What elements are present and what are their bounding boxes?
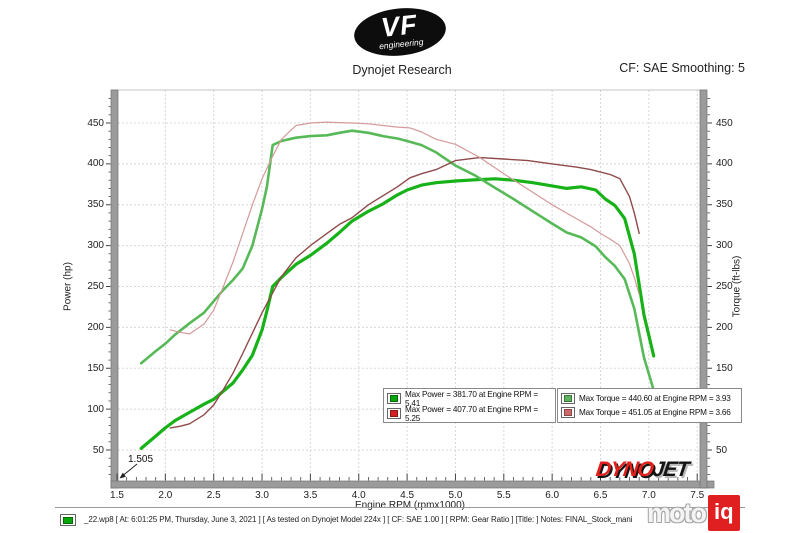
y-right-tick-label: 350 — [716, 199, 733, 211]
smoothing-setting: CF: SAE Smoothing: 5 — [619, 61, 745, 75]
y-right-tick-label: 300 — [716, 240, 733, 252]
torque-run1-green-curve — [139, 129, 656, 392]
y-left-tick-label: 400 — [87, 158, 104, 170]
y-right-tick-label: 150 — [716, 362, 733, 374]
legend-entry-label: Max Power = 381.70 at Engine RPM = 5.41 — [405, 389, 538, 408]
x-tick-label: 2.0 — [158, 490, 173, 501]
x-tick-label: 5.5 — [496, 490, 511, 501]
y-right-tick-label: 200 — [716, 321, 733, 333]
x-tick-label: 7.5 — [690, 490, 705, 501]
legend-entry: Max Power = 407.70 at Engine RPM = 5.25 — [387, 404, 552, 423]
y-left-tick-label: 450 — [87, 117, 104, 129]
legend-marker-icon — [561, 392, 575, 404]
vf-logo-text: VF — [380, 9, 420, 43]
x-tick-label: 3.0 — [255, 490, 269, 501]
x-tick-label: 3.5 — [303, 490, 318, 501]
y-right-tick-label: 250 — [716, 281, 733, 292]
page-title: Dynojet Research — [352, 63, 452, 77]
x-tick-label: 1.5 — [110, 490, 124, 501]
legend-entry-label: Max Power = 407.70 at Engine RPM = 5.25 — [405, 404, 538, 423]
legend-entry: Max Torque = 451.05 at Engine RPM = 3.66 — [561, 406, 738, 421]
x-tick-label: 6.5 — [593, 490, 608, 501]
vf-engineering-logo: VF engineering — [354, 8, 446, 56]
y-left-tick-label: 200 — [87, 321, 104, 333]
x-tick-label: 2.5 — [206, 490, 221, 501]
y-right-tick-label: 50 — [716, 444, 728, 456]
y-right-axis-bar — [699, 89, 708, 489]
y-right-tick-label: 400 — [716, 158, 733, 170]
x-tick-label: 4.0 — [351, 490, 366, 501]
motoiq-logo-iq: iq — [707, 495, 740, 531]
torque-run2-red-curve — [169, 121, 640, 335]
motoiq-logo-moto: moto — [647, 497, 707, 528]
legend-entry-label: Max Torque = 451.05 at Engine RPM = 3.66 — [579, 408, 731, 418]
footer-divider — [55, 507, 745, 508]
rpm-start-annotation: 1.505 — [128, 454, 154, 465]
y-left-axis-title: Power (hp) — [62, 262, 74, 311]
power-run2-red-curve — [169, 156, 640, 429]
y-left-tick-label: 150 — [87, 362, 104, 374]
x-axis-title: Engine RPM (rpmx1000) — [354, 500, 466, 511]
dynojet-logo-jet: JET — [651, 458, 690, 481]
x-tick-label: 5.0 — [448, 490, 463, 501]
legend-entry-label: Max Torque = 440.60 at Engine RPM = 3.93 — [579, 393, 731, 403]
y-left-tick-label: 100 — [87, 403, 104, 415]
x-tick-label: 7.0 — [641, 490, 656, 501]
x-axis-bar — [110, 480, 715, 489]
run-file-marker — [60, 514, 76, 526]
y-left-tick-label: 300 — [87, 240, 104, 252]
y-right-tick-label: 450 — [716, 117, 733, 129]
legend-marker-icon — [387, 408, 401, 419]
vf-logo-subtext: engineering — [379, 37, 424, 52]
y-left-tick-label: 50 — [92, 444, 104, 456]
legend-marker-icon — [387, 393, 401, 404]
annotation-arrowhead — [119, 472, 126, 479]
annotation-arrow-line — [122, 463, 138, 476]
x-tick-label: 6.0 — [545, 490, 560, 501]
legend-max-torque-box: Max Torque = 440.60 at Engine RPM = 3.93… — [557, 388, 742, 423]
y-left-tick-label: 250 — [87, 281, 104, 292]
motoiq-logo: moto iq — [647, 495, 740, 531]
legend-max-power-box: Max Power = 381.70 at Engine RPM = 5.41 M… — [383, 388, 556, 423]
y-right-axis-title: Torque (ft-lbs) — [731, 255, 743, 318]
y-left-tick-label: 350 — [87, 199, 104, 211]
run-file-info: _22.wp8 [ At: 6:01:25 PM, Thursday, June… — [84, 515, 633, 524]
legend-entry: Max Torque = 440.60 at Engine RPM = 3.93 — [561, 391, 738, 406]
x-tick-label: 4.5 — [400, 490, 415, 501]
legend-entry: Max Power = 381.70 at Engine RPM = 5.41 — [387, 389, 552, 408]
legend-marker-icon — [561, 407, 575, 419]
y-left-axis-bar — [110, 89, 119, 489]
dynojet-logo: DYNOJET — [594, 458, 690, 482]
dynojet-logo-dyno: DYNO — [594, 458, 655, 481]
